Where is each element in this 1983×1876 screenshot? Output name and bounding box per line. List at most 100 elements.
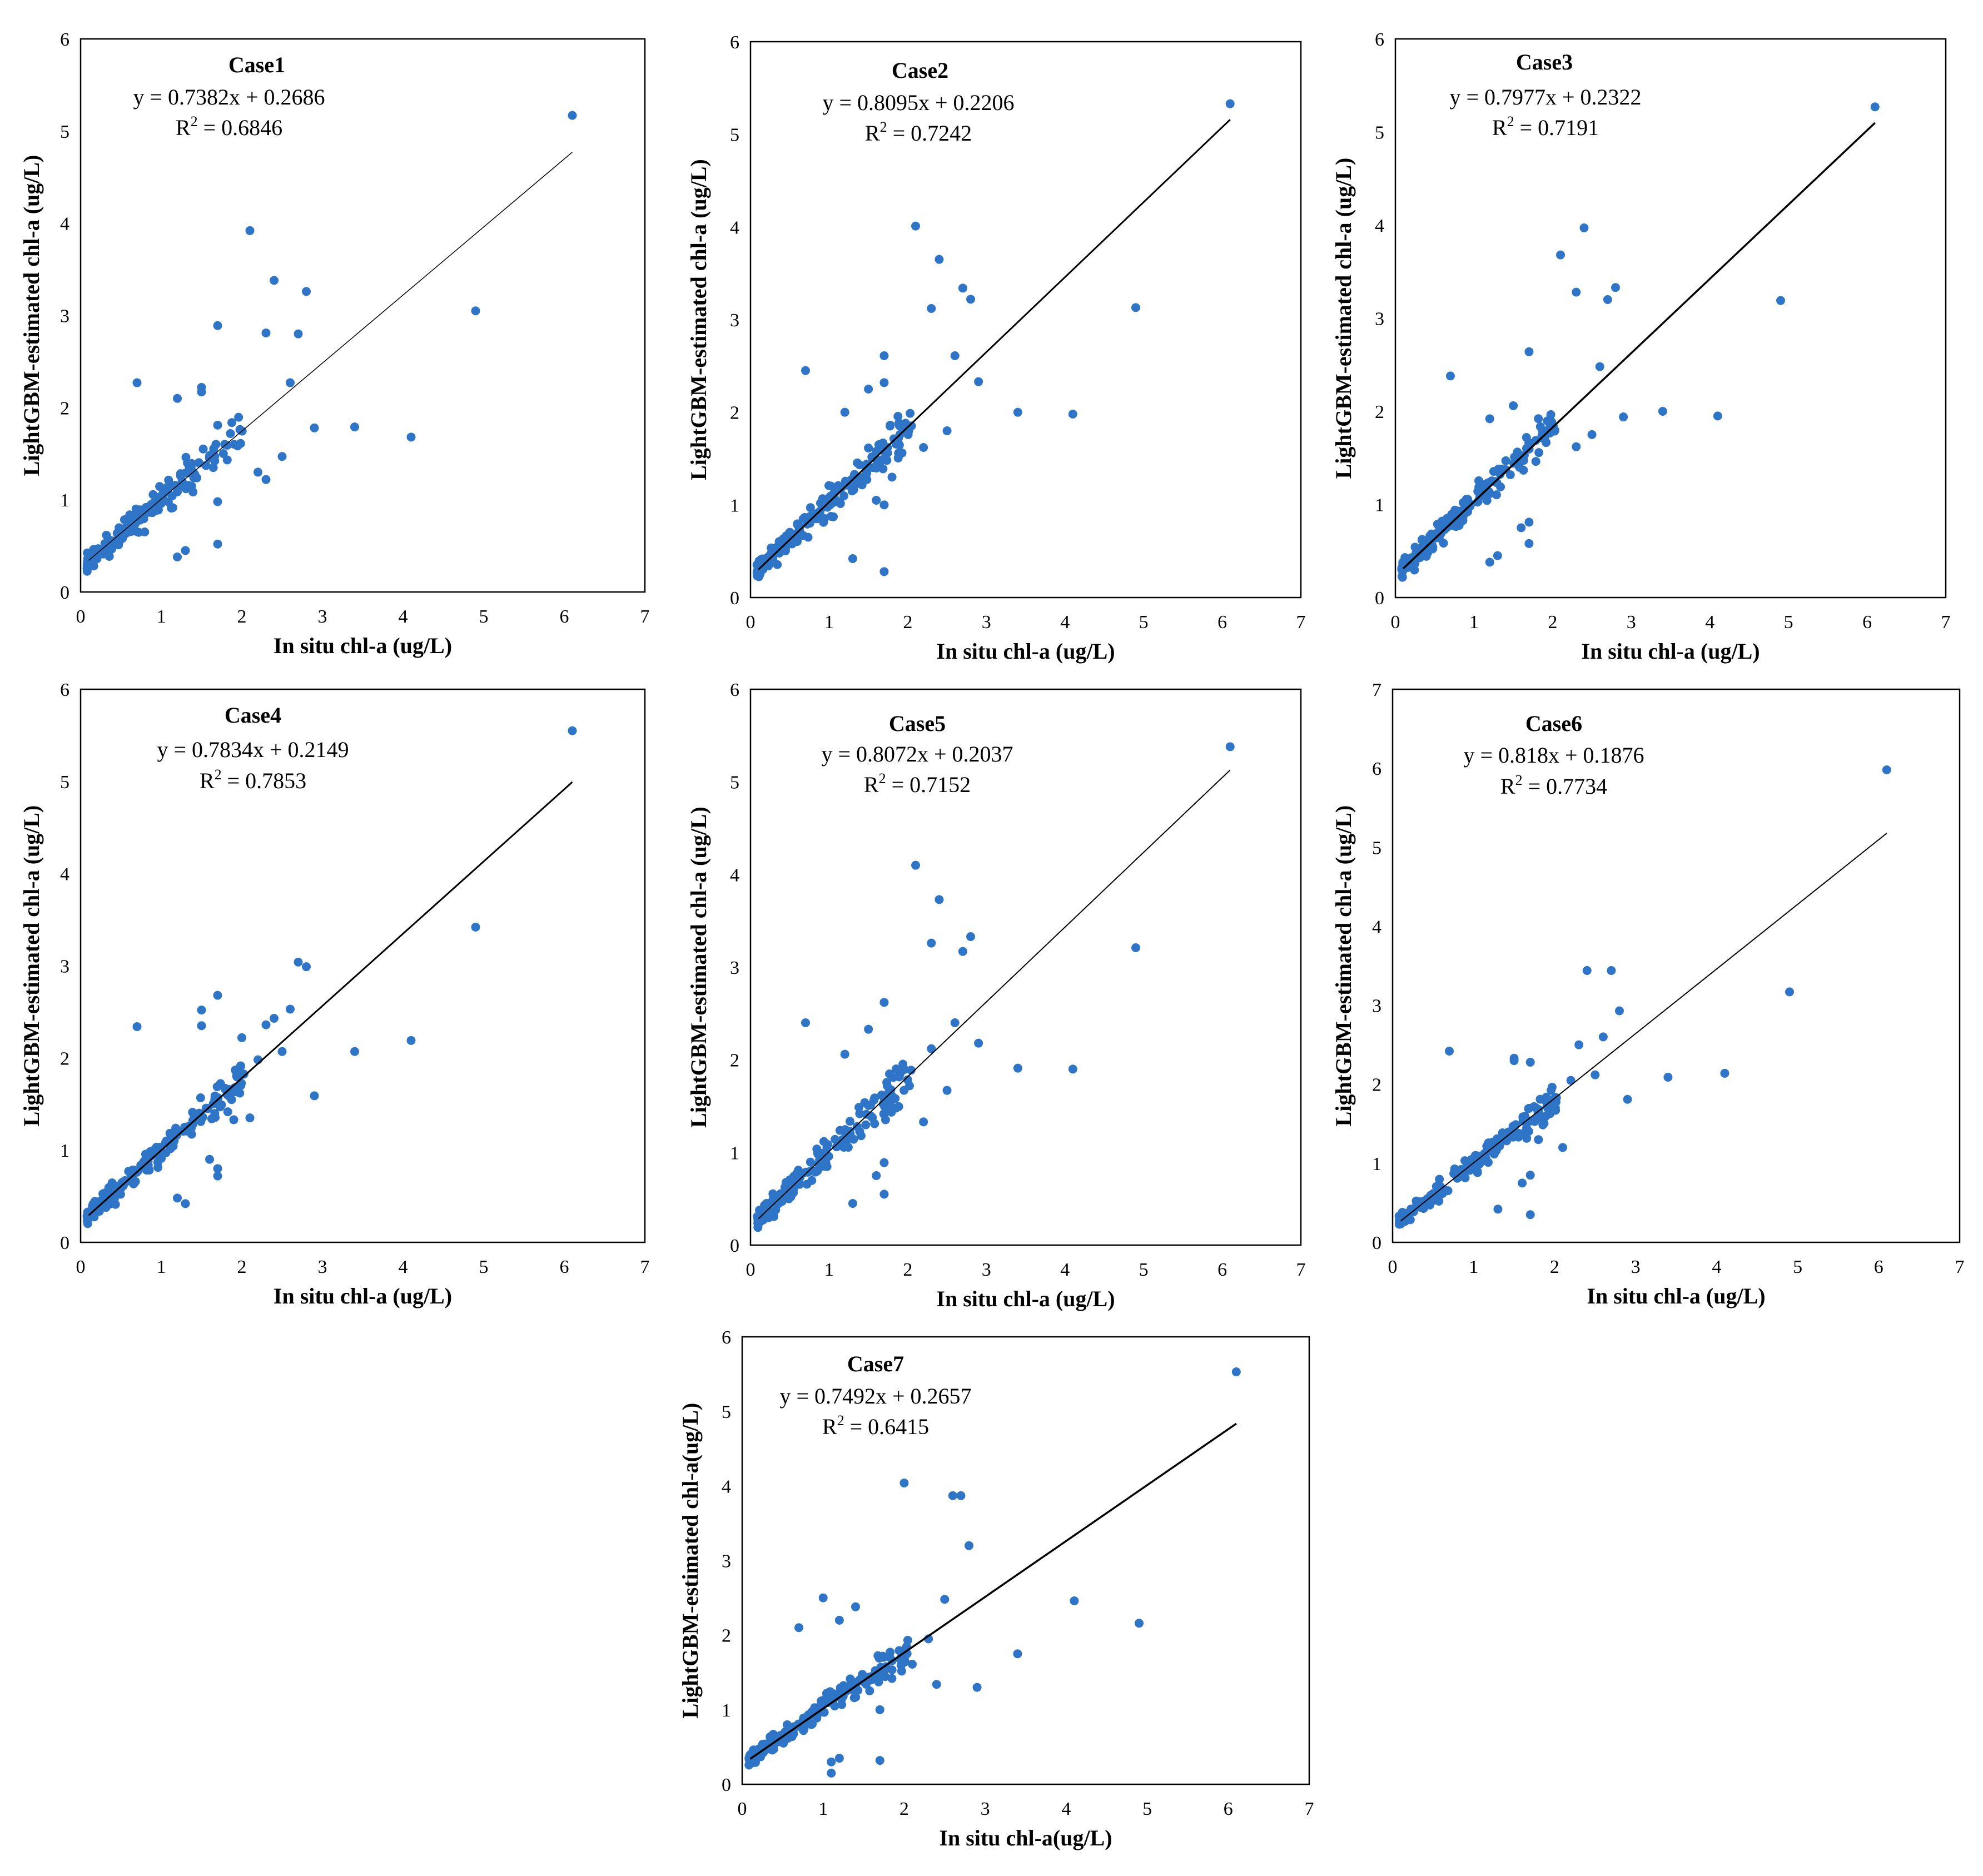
data-point — [893, 453, 903, 462]
x-tick-label: 1 — [157, 1257, 166, 1277]
data-point — [919, 1117, 928, 1127]
y-tick-label: 3 — [60, 957, 69, 977]
y-tick-label: 6 — [722, 1327, 731, 1348]
data-point — [1518, 1178, 1527, 1188]
data-point — [277, 1047, 287, 1056]
data-point — [813, 1148, 822, 1158]
data-point — [851, 1602, 860, 1611]
data-point — [205, 1155, 214, 1164]
data-point — [1519, 456, 1528, 465]
data-point — [1607, 966, 1616, 976]
data-point — [213, 497, 222, 506]
r-squared-label: R2 = 0.7734 — [1500, 772, 1607, 799]
data-point — [1534, 1135, 1543, 1144]
r-squared-exponent: 2 — [215, 767, 222, 783]
regression-equation: y = 0.7382x + 0.2686 — [133, 84, 325, 110]
x-tick-label: 0 — [746, 1260, 756, 1280]
y-tick-label: 1 — [1372, 1154, 1381, 1175]
data-point — [196, 1093, 205, 1102]
data-point — [766, 556, 775, 566]
data-point — [1497, 1133, 1507, 1143]
data-point — [892, 1064, 901, 1074]
data-point — [1458, 511, 1467, 520]
data-point — [774, 1191, 784, 1201]
data-point — [1530, 1117, 1539, 1126]
r-squared-label: R2 = 0.7152 — [864, 770, 971, 797]
data-point — [940, 1595, 950, 1604]
case-title: Case5 — [889, 711, 946, 736]
data-point — [927, 304, 936, 313]
r-squared-label: R2 = 0.7853 — [200, 767, 306, 793]
x-tick-label: 1 — [1469, 1257, 1478, 1277]
data-point — [935, 255, 944, 264]
data-point — [779, 534, 788, 544]
data-point — [788, 1175, 797, 1184]
y-tick-label: 0 — [1375, 588, 1384, 609]
data-point — [834, 1615, 844, 1625]
x-tick-label: 6 — [560, 606, 569, 627]
x-tick-label: 7 — [1296, 1260, 1306, 1280]
data-point — [806, 1157, 815, 1167]
data-point — [1070, 1596, 1079, 1605]
y-tick-label: 2 — [730, 403, 739, 424]
y-tick-label: 4 — [730, 865, 739, 885]
data-point — [1518, 1112, 1528, 1122]
data-point — [874, 1654, 884, 1663]
data-point — [1438, 516, 1447, 526]
data-point — [135, 509, 145, 519]
data-point — [927, 938, 936, 948]
r-squared-label: R2 = 0.7191 — [1492, 113, 1599, 140]
data-point — [801, 1018, 810, 1027]
data-point — [1484, 487, 1494, 496]
data-point — [1493, 1205, 1503, 1214]
data-point — [822, 1162, 832, 1171]
data-point — [155, 492, 165, 502]
data-point — [942, 426, 952, 435]
data-point — [1658, 407, 1667, 416]
data-point — [864, 385, 873, 394]
data-point — [1428, 544, 1438, 554]
data-point — [956, 1491, 966, 1500]
x-axis-label: In situ chl-a (ug/L) — [936, 639, 1115, 664]
data-point — [167, 1133, 176, 1143]
data-point — [153, 1157, 162, 1167]
plot-frame — [749, 688, 1302, 1246]
data-point — [1603, 295, 1612, 304]
data-point — [1394, 1220, 1404, 1229]
y-tick-label: 6 — [1372, 759, 1381, 779]
data-point — [161, 1148, 171, 1157]
case-title: Case3 — [1516, 49, 1573, 74]
x-axis-label: In situ chl-a(ug/L) — [939, 1825, 1112, 1850]
data-point — [1517, 523, 1526, 533]
data-point — [847, 486, 857, 496]
data-point — [1615, 1006, 1624, 1016]
data-point — [1463, 495, 1473, 504]
y-axis-label: LightGBM-estimated chl-a (ug/L) — [686, 807, 711, 1128]
data-point — [824, 1152, 833, 1161]
x-tick-label: 1 — [824, 612, 834, 633]
data-point — [1663, 1072, 1673, 1082]
data-point — [1619, 412, 1628, 422]
data-point — [879, 1190, 889, 1199]
data-point — [197, 1006, 206, 1015]
r-squared-label: R2 = 0.6415 — [822, 1412, 929, 1439]
x-tick-label: 6 — [1217, 1260, 1227, 1280]
data-point — [840, 1049, 849, 1059]
data-point — [208, 463, 218, 472]
data-point — [310, 1091, 319, 1101]
data-point — [1454, 1168, 1464, 1177]
chart-panel-7: 0 1 2 3 4 5 6 7 0 1 2 3 4 5 6 In situ chl-a(ug/L) LightG… — [678, 1327, 1314, 1850]
data-point — [83, 1217, 92, 1226]
data-point — [870, 1093, 879, 1103]
data-point — [855, 1109, 864, 1118]
data-point — [794, 1623, 803, 1633]
y-tick-label: 1 — [730, 1143, 739, 1163]
data-point — [799, 1726, 808, 1735]
data-point — [223, 1107, 232, 1117]
data-point — [887, 1665, 897, 1675]
x-tick-label: 3 — [1631, 1257, 1641, 1277]
data-point — [120, 515, 129, 524]
x-tick-label: 3 — [981, 1799, 990, 1819]
x-tick-label: 1 — [157, 606, 166, 627]
data-point — [908, 1659, 917, 1669]
